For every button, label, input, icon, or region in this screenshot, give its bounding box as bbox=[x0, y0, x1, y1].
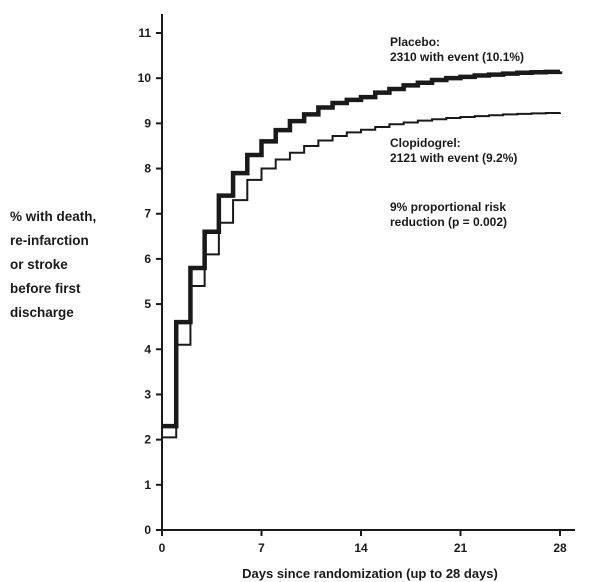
y-axis-label-line: re-infarction bbox=[10, 233, 89, 248]
x-tick-label: 21 bbox=[454, 541, 468, 555]
y-axis-label-line: before first bbox=[10, 281, 81, 296]
annotation-risk-reduction: 9% proportional risk reduction (p = 0.00… bbox=[390, 200, 507, 229]
x-tick-label: 0 bbox=[159, 541, 166, 555]
axes: 0 1 2 3 4 5 6 7 8 9 10 11 0 7 14 21 28 bbox=[138, 14, 575, 555]
y-tick-label: 8 bbox=[144, 162, 151, 176]
y-tick-label: 11 bbox=[138, 26, 151, 40]
annotation-line: Clopidogrel: bbox=[390, 136, 461, 150]
x-tick-label: 14 bbox=[354, 541, 368, 555]
annotation-line: 2121 with event (9.2%) bbox=[390, 151, 517, 165]
annotation-line: 2310 with event (10.1%) bbox=[390, 50, 524, 64]
annotation-line: reduction (p = 0.002) bbox=[390, 215, 507, 229]
series-line-clopidogrel bbox=[162, 111, 561, 439]
annotation-line: Placebo: bbox=[390, 35, 440, 49]
y-tick-label: 10 bbox=[138, 71, 152, 85]
annotation-placebo: Placebo: 2310 with event (10.1%) bbox=[390, 35, 524, 64]
x-axis-label: Days since randomization (up to 28 days) bbox=[242, 566, 498, 581]
annotation-line: 9% proportional risk bbox=[390, 200, 506, 214]
y-axis-label-line: discharge bbox=[10, 305, 74, 320]
series-layer bbox=[162, 69, 563, 439]
x-tick-label: 7 bbox=[258, 541, 265, 555]
y-tick-label: 4 bbox=[144, 342, 151, 356]
series-line-placebo bbox=[162, 69, 563, 429]
y-tick-label: 3 bbox=[144, 387, 151, 401]
y-tick-label: 1 bbox=[144, 478, 151, 492]
x-tick-label: 28 bbox=[553, 541, 567, 555]
y-axis-label-line: or stroke bbox=[10, 257, 68, 272]
y-tick-label: 2 bbox=[144, 433, 151, 447]
y-tick-label: 0 bbox=[144, 523, 151, 537]
y-tick-label: 7 bbox=[144, 207, 151, 221]
y-axis-label-line: % with death, bbox=[10, 209, 96, 224]
y-tick-label: 9 bbox=[144, 116, 151, 130]
y-tick-label: 6 bbox=[144, 252, 151, 266]
annotation-clopidogrel: Clopidogrel: 2121 with event (9.2%) bbox=[390, 136, 517, 165]
y-tick-label: 5 bbox=[144, 297, 151, 311]
y-axis-label: % with death, re-infarction or stroke be… bbox=[10, 209, 96, 320]
